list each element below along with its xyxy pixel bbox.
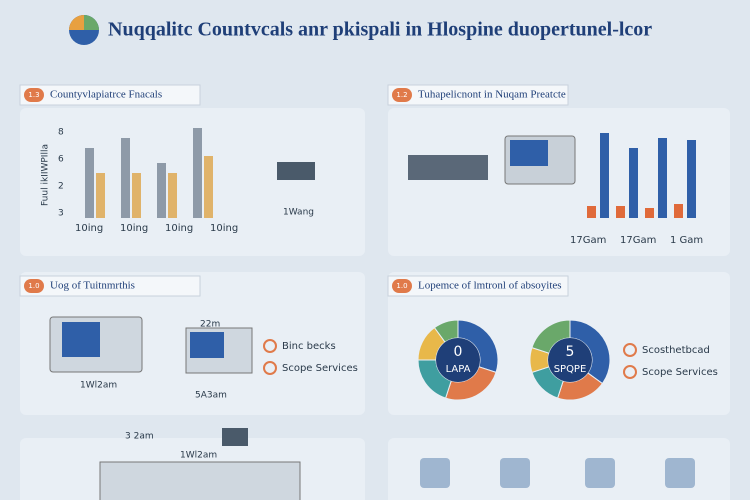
bar [157, 163, 166, 218]
device [99, 461, 301, 500]
tick-label: 2 [58, 182, 64, 192]
legend-label: Scope Services [642, 367, 718, 378]
icon [500, 458, 530, 488]
device [408, 155, 488, 180]
legend-icon [623, 365, 637, 379]
category-label: 17Gam [620, 235, 656, 246]
category-label: 1 Gam [670, 235, 703, 246]
device [277, 162, 315, 180]
panel-title: Uog of Tuitnmrthis [50, 280, 135, 292]
screen [190, 332, 224, 358]
page-title: Nuqqalitc Countvcals anr pkispali in Hlo… [108, 19, 652, 41]
screen [510, 140, 548, 166]
donut-number: 0 [454, 344, 463, 360]
dimension-label: 1Wl2am [80, 381, 117, 391]
tick-label: 6 [58, 155, 64, 165]
category-label: 10ing [210, 223, 238, 234]
bar [85, 148, 94, 218]
tick-label: 8 [58, 128, 64, 138]
logo-leaf [84, 15, 99, 30]
panel-header [19, 275, 201, 297]
bar [168, 173, 177, 218]
legend-label: Scosthetbcad [642, 345, 710, 356]
bar [600, 133, 609, 218]
panel-title: Lopemce of lmtronl of absoyites [418, 280, 562, 292]
badge-text: 1.0 [28, 282, 39, 290]
bar [674, 204, 683, 218]
badge [392, 88, 412, 102]
donut-label: SPQPE [554, 364, 587, 375]
icon [665, 458, 695, 488]
badge [24, 279, 44, 293]
category-label: 10ing [165, 223, 193, 234]
dimension-label: 5A3am [195, 391, 227, 401]
annotation: 1Wang [283, 208, 314, 218]
device [222, 428, 248, 446]
badge-text: 1.0 [396, 282, 407, 290]
category-label: 10ing [120, 223, 148, 234]
category-label: 17Gam [570, 235, 606, 246]
panel-title: Tuhapelicnont in Nuqam Preatcte [418, 89, 566, 101]
bar [645, 208, 654, 218]
icon [585, 458, 615, 488]
axis-label: Fuul ikIIWPIlla [41, 144, 51, 206]
legend-icon [263, 339, 277, 353]
category-label: 10ing [75, 223, 103, 234]
bar [193, 128, 202, 218]
bar [687, 140, 696, 218]
dimension-label: 3 2am [125, 432, 154, 442]
panel [20, 108, 365, 256]
panel-title: Countyvlapiatrce Fnacals [50, 89, 162, 101]
donut-center [548, 338, 592, 382]
badge [392, 279, 412, 293]
tick-label: 3 [58, 209, 64, 219]
legend-label: Binc becks [282, 341, 336, 352]
donut-center [436, 338, 480, 382]
bar [658, 138, 667, 218]
legend-icon [623, 343, 637, 357]
panel-header [387, 275, 569, 297]
logo-leaf [69, 15, 84, 30]
badge-text: 1.2 [396, 91, 407, 99]
badge-text: 1.3 [28, 91, 39, 99]
bar [204, 156, 213, 218]
donut-number: 5 [566, 344, 575, 360]
bar [121, 138, 130, 218]
panel-header [19, 84, 201, 106]
legend-icon [263, 361, 277, 375]
dimension-label: 22m [200, 320, 220, 330]
badge [24, 88, 44, 102]
icon [420, 458, 450, 488]
donut-label: LAPA [446, 364, 471, 375]
screen [62, 322, 100, 357]
bar [629, 148, 638, 218]
bar [587, 206, 596, 218]
legend-label: Scope Services [282, 363, 358, 374]
dimension-label: 1Wl2am [180, 451, 217, 461]
panel-header [387, 84, 569, 106]
bar [616, 206, 625, 218]
bar [132, 173, 141, 218]
panel [388, 438, 730, 500]
bar [96, 173, 105, 218]
